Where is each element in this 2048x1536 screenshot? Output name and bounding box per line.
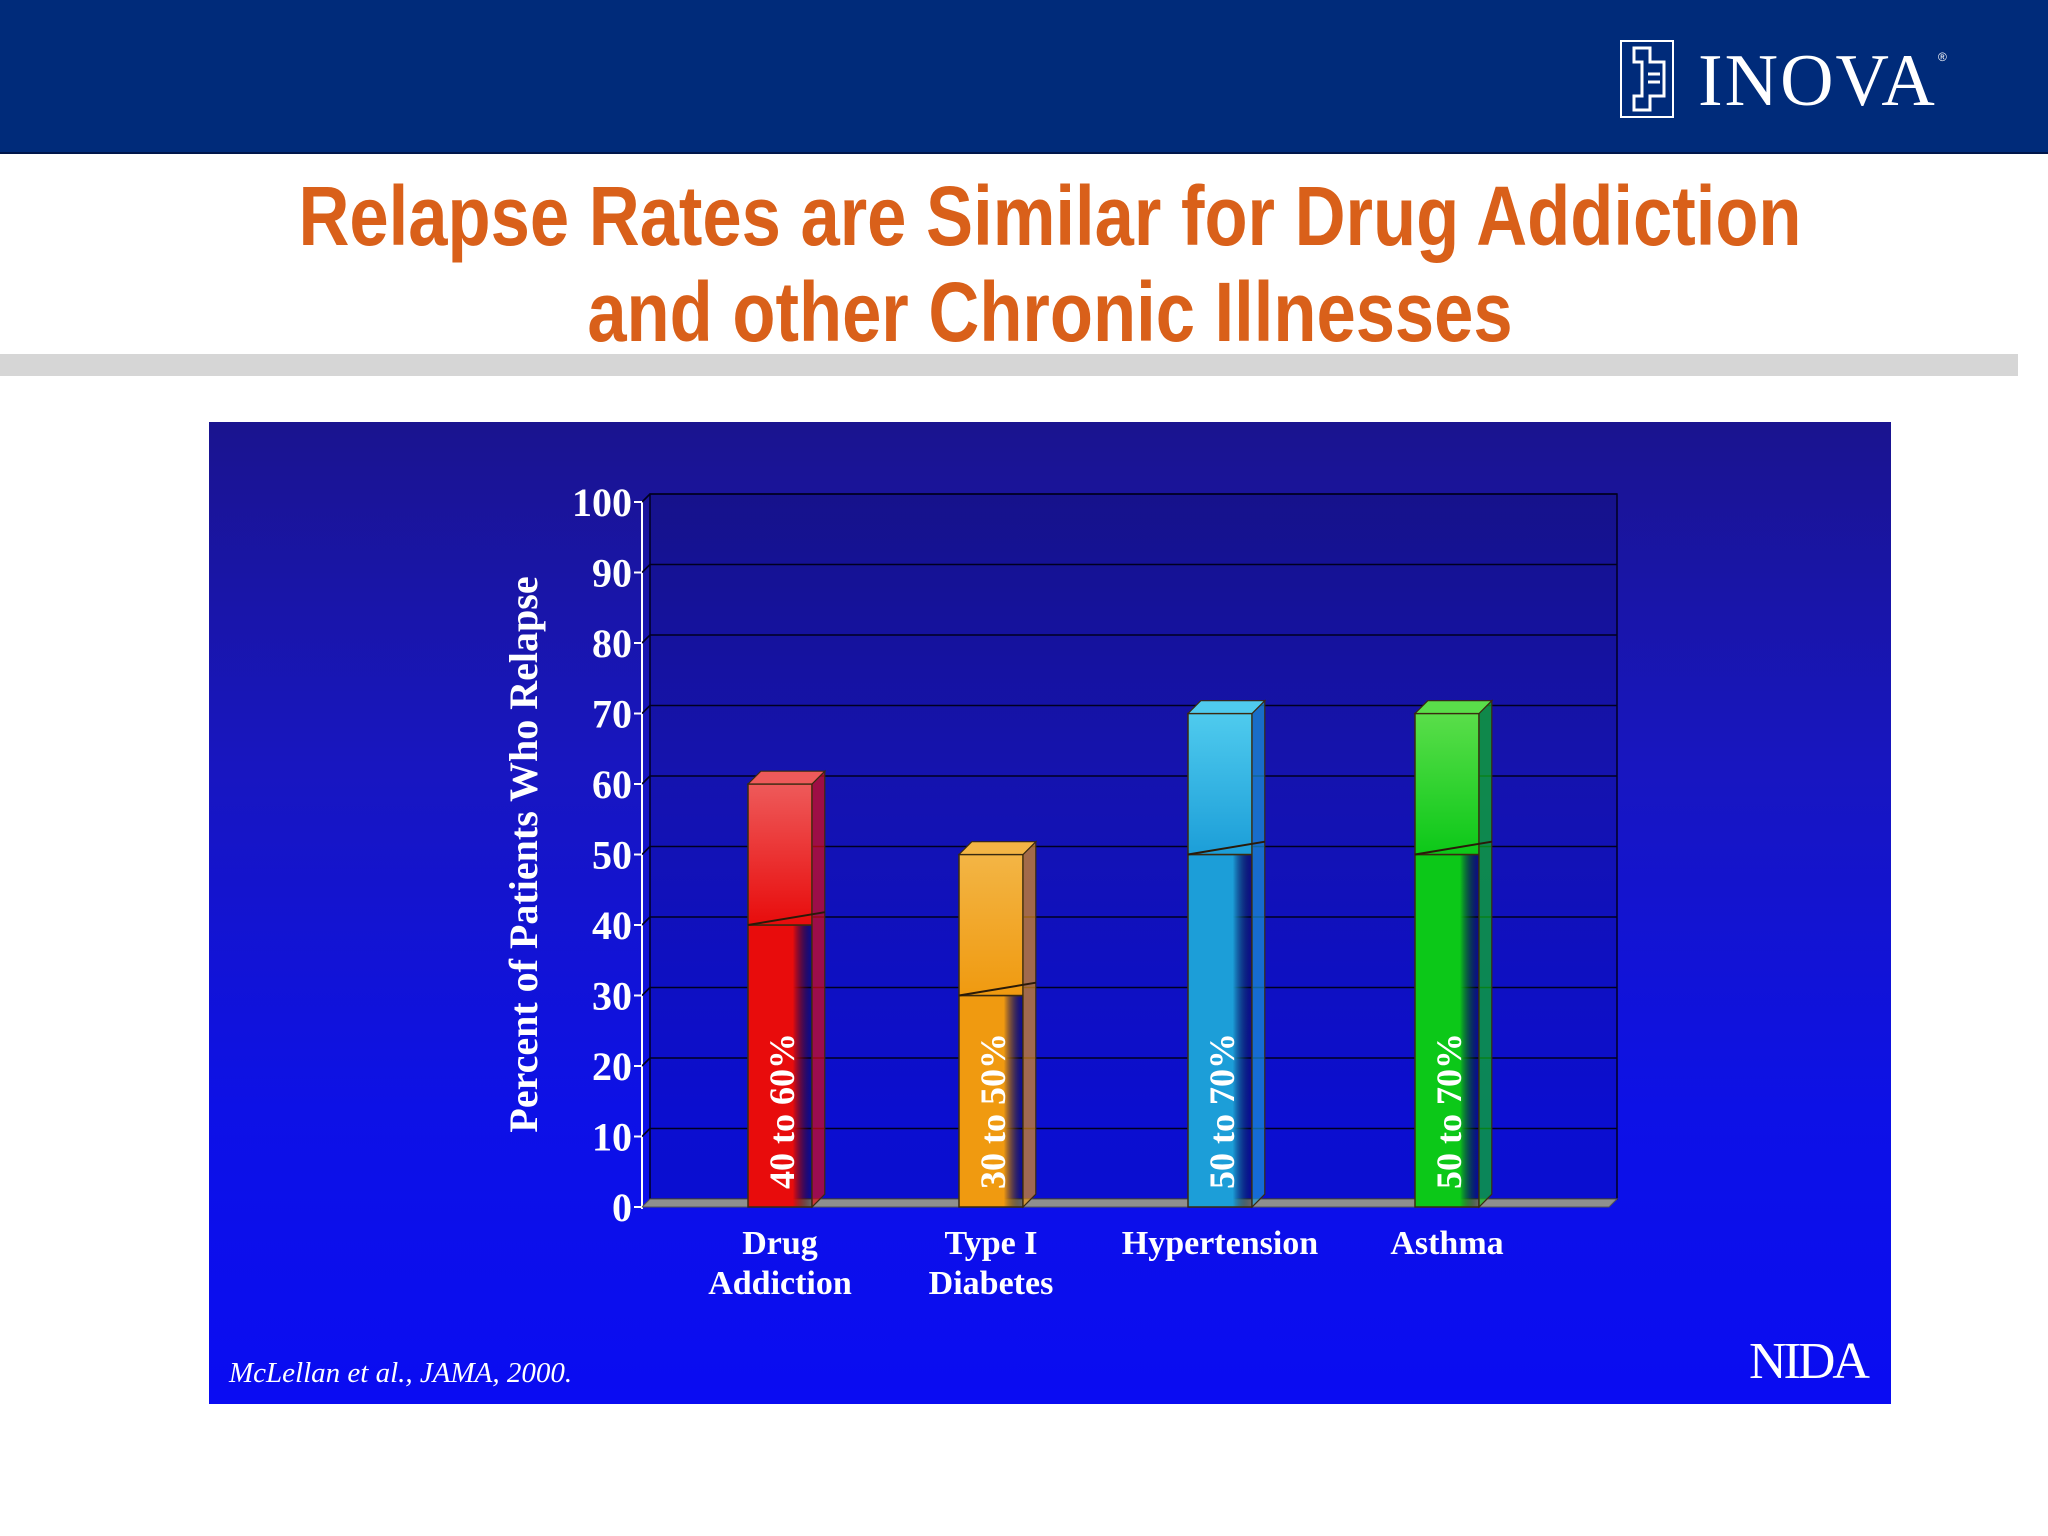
logo-registered-mark: ® [1938,50,1947,64]
bar-side-face [1478,699,1493,1209]
bar-side-face [1251,699,1266,1209]
bar-side-face [1022,840,1037,1209]
relapse-rate-chart: 0 10 20 30 40 50 60 70 80 90 100 Percent of Patient… [501,480,1619,1302]
inova-cross-icon [1620,40,1674,118]
y-tick-label: 20 [592,1044,632,1089]
gridline-diagonal [641,986,651,997]
y-tick-label: 100 [572,480,632,525]
logo-text: INOVA [1698,40,1937,122]
gridline-diagonal [641,704,651,715]
y-tick-label: 50 [592,833,632,878]
x-category-label: Asthma [1390,1225,1503,1262]
bar-base-segment [747,924,813,1208]
gridline-diagonal [641,916,651,926]
slide-title-line-1: Relapse Rates are Similar for Drug Addic… [298,169,1802,263]
chart-panel: 0 10 20 30 40 50 60 70 80 90 100 Percent of Patient… [209,422,1891,1404]
gridline-diagonal [641,493,651,503]
bar-segment-divider [958,981,1036,997]
title-divider [0,354,2018,376]
y-tick-label: 80 [592,621,632,666]
bar-data-label: 50 to 70% [1202,1033,1242,1189]
x-category-label: Type I [945,1225,1038,1262]
bar-side-face [811,769,826,1209]
bar-segment-divider [747,911,825,926]
bar-top-face [746,770,827,785]
header-bar: INOVA ® [0,0,2048,154]
y-tick-label: 10 [592,1115,632,1160]
bar-segment-divider [1414,840,1492,856]
slide-title: Relapse Rates are Similar for Drug Addic… [168,168,1932,360]
gridline-diagonal [641,1057,651,1067]
bar-data-label: 50 to 70% [1429,1033,1469,1189]
nida-credit: NIDA [1749,1333,1870,1390]
bar-data-label: 40 to 60% [762,1033,802,1189]
gridline-diagonal [641,634,651,644]
y-tick-label: 60 [592,762,632,807]
bar-data-label: 30 to 50% [973,1033,1013,1189]
x-category-label: Drug [742,1225,818,1262]
gridline-diagonal [641,845,651,856]
y-tick-label: 70 [592,692,632,737]
bar-top-face [1413,700,1494,715]
gridline-diagonal [641,1127,651,1138]
bar-top-face [1186,700,1267,715]
bar-top-face [957,841,1038,856]
bar-range-segment [747,783,813,926]
plot-floor [640,1198,1619,1208]
gridline-diagonal [641,775,651,785]
inova-logo: INOVA ® [1620,40,1960,120]
y-tick-label: 30 [592,974,632,1019]
x-category-label: Addiction [708,1265,852,1302]
y-tick-label: 0 [612,1185,632,1230]
x-category-label: Hypertension [1122,1225,1319,1262]
bar-segment-divider [1187,840,1265,856]
bar-range-segment [1187,712,1253,856]
y-tick-label: 90 [592,551,632,596]
bar-base-segment [958,994,1024,1208]
y-tick-label: 40 [592,903,632,948]
bar-range-segment [1414,712,1480,856]
x-category-label: Diabetes [929,1265,1054,1302]
bar-range-segment [958,853,1024,997]
slide-title-line-2: and other Chronic Illnesses [587,265,1513,359]
y-axis-label: Percent of Patients Who Relapse [501,576,546,1132]
source-citation: McLellan et al., JAMA, 2000. [229,1357,573,1389]
gridline-diagonal [641,563,651,574]
